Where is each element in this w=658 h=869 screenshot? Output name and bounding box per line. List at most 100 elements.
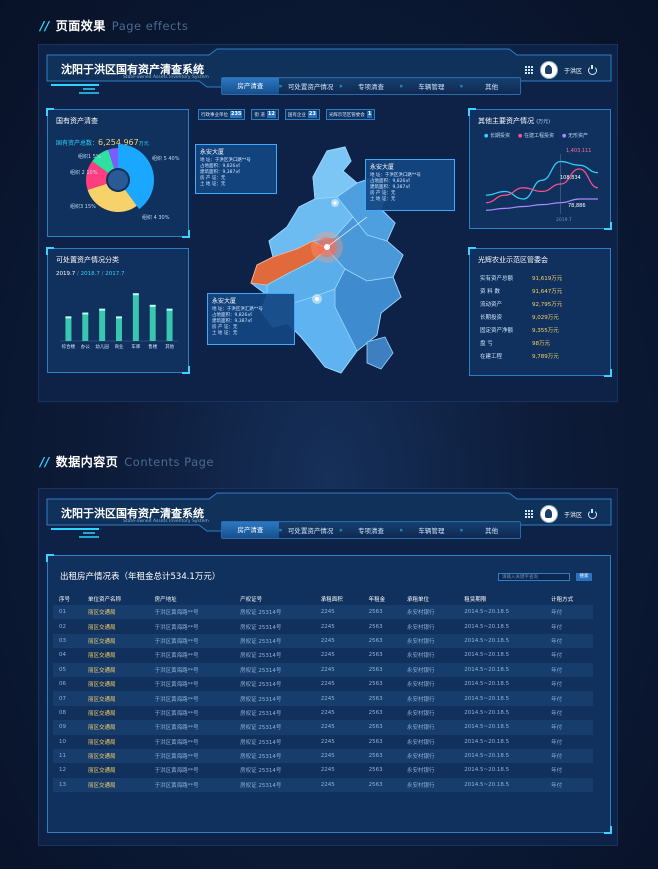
- guanghui-key: 盘 亏: [480, 340, 493, 347]
- user-area: 于洪区: [524, 505, 597, 523]
- filter-admin-units[interactable]: 行政事业单位 235: [198, 109, 246, 120]
- guanghui-row: 盘 亏 98万元: [480, 336, 602, 349]
- filter-value: 1: [366, 111, 373, 118]
- avatar[interactable]: [539, 61, 558, 79]
- table-cell: 于洪区黄海路**号: [148, 648, 235, 663]
- nav-item-property[interactable]: 房产清查: [222, 522, 279, 538]
- line-series-1[interactable]: [485, 160, 599, 200]
- table-cell: 年付: [545, 662, 593, 677]
- nav-item-disposable[interactable]: 可处置资产情况: [287, 83, 334, 91]
- app-title: 沈阳于洪区国有资产清查系统: [61, 63, 204, 76]
- pie-slice-4[interactable]: [87, 183, 137, 212]
- table-cell: 永安村银行: [401, 619, 459, 634]
- table-row[interactable]: 04 丽区交通局 于洪区黄海路**号 房权证 25314号 2245 2563 永安村银行 2…: [53, 648, 593, 663]
- bar-综合楼[interactable]: [65, 317, 72, 341]
- line-legend: ● 长期投资 ● 在建工程投资 ● 无形资产: [484, 132, 588, 139]
- table-header-row: 序号 单位资产名称 房产地址 产权证号 承租面积 年租金 承租单位 租赁期限 计…: [53, 592, 593, 605]
- table-cell: 2014.5~20.18.5: [458, 633, 546, 649]
- table-row[interactable]: 08 丽区交通局 于洪区黄海路**号 房权证 25314号 2245 2563 永安村银行 2…: [53, 705, 593, 721]
- map-popup-1[interactable]: 永安大厦 地 址：于洪区洪口路**号 占地面积：9,826㎡ 建筑面积：9,38…: [195, 144, 277, 194]
- line-series-3[interactable]: [485, 198, 598, 211]
- nav-item-vehicles[interactable]: 车辆管理: [418, 527, 445, 535]
- power-icon[interactable]: [588, 64, 597, 75]
- pie-slice-3[interactable]: [86, 161, 109, 190]
- map-popup-2[interactable]: 永安大厦 地 址：于洪区洪口路**号 占地面积：9,826㎡ 建筑面积：9,38…: [365, 159, 455, 211]
- table-row[interactable]: 01 丽区交通局 于洪区黄海路**号 房权证 25314号 2245 2563 永安村银行 2…: [53, 605, 593, 620]
- nav-item-other[interactable]: 其他: [485, 527, 499, 535]
- table-cell: 于洪区黄海路**号: [148, 691, 235, 706]
- filter-streets[interactable]: 街 道 12: [251, 109, 279, 120]
- table-cell: 10: [53, 734, 83, 749]
- table-cell: 07: [53, 691, 83, 706]
- table-cell: 03: [53, 633, 83, 649]
- bar-其他[interactable]: [166, 310, 173, 341]
- table-cell: 于洪区黄海路**号: [148, 662, 235, 677]
- table-row[interactable]: 05 丽区交通局 于洪区黄海路**号 房权证 25314号 2245 2563 永安村银行 2…: [53, 662, 593, 677]
- pie-slice-5[interactable]: [118, 144, 154, 210]
- filter-guanghui[interactable]: 光辉示范区管委会 1: [325, 109, 376, 120]
- search-input[interactable]: 请输入关键字查询: [498, 573, 570, 581]
- table-row[interactable]: 10 丽区交通局 于洪区黄海路**号 房权证 25314号 2245 2563 永安村银行 2…: [53, 734, 593, 749]
- bar-label: 商业: [115, 343, 124, 350]
- date-tab-2019[interactable]: 2019.7: [56, 271, 76, 277]
- apps-grid-icon[interactable]: [524, 65, 534, 75]
- guanghui-value: 9,355万元: [532, 327, 559, 334]
- table-cell: 2245: [314, 705, 363, 721]
- filter-state-enterprises[interactable]: 国有企业 23: [284, 109, 320, 120]
- assets-total-label: 国有资产总数：: [56, 140, 99, 147]
- table-row[interactable]: 09 丽区交通局 于洪区黄海路**号 房权证 25314号 2245 2563 永安村银行 2…: [53, 720, 593, 735]
- table-cell: 丽区交通局: [82, 777, 149, 793]
- table-cell: 永安村银行: [401, 748, 459, 764]
- table-row[interactable]: 07 丽区交通局 于洪区黄海路**号 房权证 25314号 2245 2563 永安村银行 2…: [53, 691, 593, 706]
- table-row[interactable]: 12 丽区交通局 于洪区黄海路**号 房权证 25314号 2245 2563 永安村银行 2…: [53, 763, 593, 778]
- nav-item-other[interactable]: 其他: [485, 83, 499, 91]
- guanghui-row: 流动资产 92,795万元: [480, 297, 602, 310]
- avatar[interactable]: [539, 505, 558, 523]
- table-cell: 06: [53, 676, 83, 692]
- power-icon[interactable]: [588, 508, 597, 519]
- nav-item-disposable[interactable]: 可处置资产情况: [287, 527, 334, 535]
- table-cell: 丽区交通局: [82, 734, 149, 749]
- popup-title: 永安大厦: [212, 298, 237, 305]
- line-series-2[interactable]: [485, 168, 599, 204]
- legend-label: 在建工程投资: [523, 133, 554, 139]
- table-cell: 2245: [314, 720, 363, 735]
- popup-line: 地 址：于洪区洪口路**号: [200, 158, 251, 163]
- table-cell: 年付: [545, 705, 593, 721]
- table-row[interactable]: 02 丽区交通局 于洪区黄海路**号 房权证 25314号 2245 2563 永安村银行 2…: [53, 619, 593, 634]
- filter-label: 国有企业: [287, 112, 306, 118]
- date-tab-2018[interactable]: 2018.7: [80, 271, 100, 277]
- pie-slice-2[interactable]: [92, 149, 115, 173]
- bar-商业[interactable]: [116, 317, 122, 341]
- table-cell: 丽区交通局: [82, 691, 149, 706]
- table-row[interactable]: 13 丽区交通局 于洪区黄海路**号 房权证 25314号 2245 2563 永安村银行 2…: [53, 777, 593, 793]
- table-row[interactable]: 03 丽区交通局 于洪区黄海路**号 房权证 25314号 2245 2563 永安村银行 2…: [53, 633, 593, 649]
- bar-车库[interactable]: [132, 294, 139, 341]
- table-cell: 2014.5~20.18.5: [458, 648, 546, 663]
- popup-line: 土 地 证：无: [370, 197, 396, 202]
- table-row[interactable]: 11 丽区交通局 于洪区黄海路**号 房权证 25314号 2245 2563 永安村银行 2…: [53, 748, 593, 764]
- table-cell: 丽区交通局: [82, 676, 149, 692]
- table-cell: 年付: [545, 619, 593, 634]
- table-cell: 02: [53, 619, 83, 634]
- nav-item-special[interactable]: 专项清查: [357, 527, 384, 535]
- user-name: 于洪区: [563, 67, 582, 75]
- col-header: 承租面积: [320, 596, 343, 603]
- date-tab-2017[interactable]: 2017.7: [105, 271, 125, 277]
- pie-slice-1[interactable]: [108, 148, 118, 169]
- table-row[interactable]: 06 丽区交通局 于洪区黄海路**号 房权证 25314号 2245 2563 永安村银行 2…: [53, 676, 593, 692]
- guanghui-value: 92,795万元: [532, 301, 563, 308]
- rental-table: 序号 单位资产名称 房产地址 产权证号 承租面积 年租金 承租单位 租赁期限 计…: [53, 592, 593, 793]
- map-popup-3[interactable]: 永安大厦 地 址：于洪区洪汇路**号 占地面积：9,826㎡ 建筑面积：9,38…: [207, 293, 295, 345]
- apps-grid-icon[interactable]: [524, 509, 534, 519]
- table-cell: 永安村银行: [401, 605, 459, 620]
- nav-item-property[interactable]: 房产清查: [222, 78, 279, 94]
- guanghui-key: 实有资产总额: [480, 275, 514, 282]
- bar-售楼[interactable]: [149, 306, 156, 341]
- nav-item-vehicles[interactable]: 车辆管理: [418, 83, 445, 91]
- other-assets-title: 其他主要资产情况 (万元): [478, 116, 550, 126]
- bar-幼儿园[interactable]: [99, 310, 106, 341]
- search-button[interactable]: 搜索: [576, 573, 592, 581]
- nav-item-special[interactable]: 专项清查: [357, 83, 384, 91]
- bar-办公[interactable]: [82, 314, 89, 341]
